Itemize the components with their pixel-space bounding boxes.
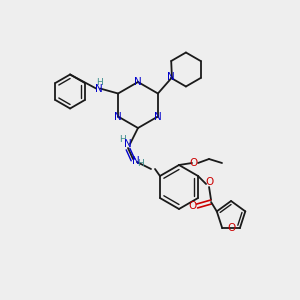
Text: N: N: [124, 139, 132, 149]
Text: O: O: [227, 223, 235, 233]
Text: N: N: [134, 77, 142, 87]
Text: H: H: [138, 160, 144, 169]
Text: N: N: [167, 73, 175, 82]
Text: N: N: [114, 112, 122, 122]
Text: H: H: [96, 78, 103, 87]
Text: O: O: [190, 158, 198, 168]
Text: N: N: [132, 156, 140, 166]
Text: O: O: [188, 201, 196, 211]
Text: N: N: [95, 83, 103, 94]
Text: O: O: [205, 177, 213, 187]
Text: H: H: [120, 134, 126, 143]
Text: N: N: [154, 112, 162, 122]
